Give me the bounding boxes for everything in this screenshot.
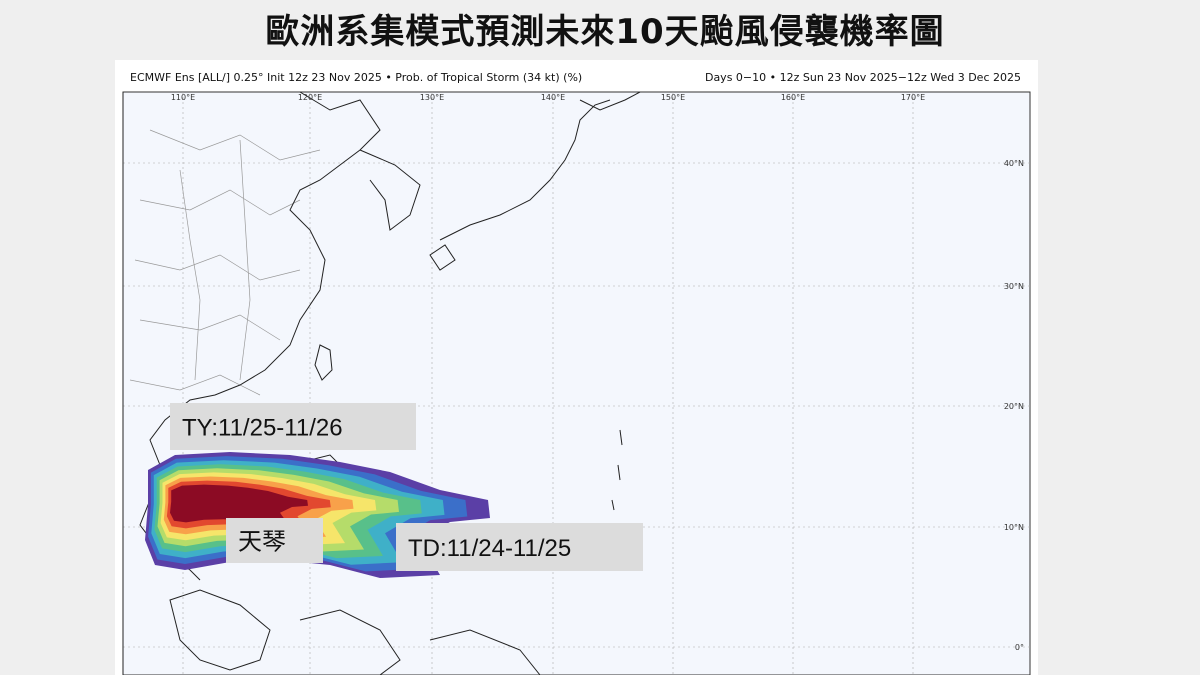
- ticks: 110°E 120°E 130°E 140°E 150°E 160°E 170°E 40°N 3…: [171, 93, 1024, 652]
- lat-label: 30°N: [1004, 282, 1024, 291]
- annotation-text: TY:11/25-11/26: [182, 415, 343, 442]
- lon-label: 140°E: [541, 93, 565, 102]
- land-borders: [129, 129, 321, 396]
- page-title: 歐洲系集模式預測未來10天颱風侵襲機率圖: [265, 12, 945, 52]
- lon-label: 110°E: [171, 93, 195, 102]
- lat-label: 10°N: [1004, 523, 1024, 532]
- annotations: TY:11/25-11/26 天琴 TD:11/24-11/25: [170, 403, 643, 571]
- lat-label: 0°: [1015, 643, 1024, 652]
- map-header-right: Days 0−10 • 12z Sun 23 Nov 2025−12z Wed …: [705, 71, 1021, 84]
- lon-label: 120°E: [298, 93, 322, 102]
- map-area: [122, 91, 1031, 675]
- probability-band: [170, 484, 308, 525]
- map-header-left: ECMWF Ens [ALL/] 0.25° Init 12z 23 Nov 2…: [130, 71, 582, 84]
- annotation-box: [226, 518, 323, 563]
- lat-label: 40°N: [1004, 159, 1024, 168]
- annotation-box: [170, 403, 416, 450]
- annotation-text: 天琴: [238, 529, 286, 556]
- annotation-box: [396, 523, 643, 571]
- lon-label: 150°E: [661, 93, 685, 102]
- annotation-text: TD:11/24-11/25: [408, 535, 571, 562]
- lon-label: 130°E: [420, 93, 444, 102]
- lon-label: 160°E: [781, 93, 805, 102]
- lat-label: 20°N: [1004, 402, 1024, 411]
- lon-label: 170°E: [901, 93, 925, 102]
